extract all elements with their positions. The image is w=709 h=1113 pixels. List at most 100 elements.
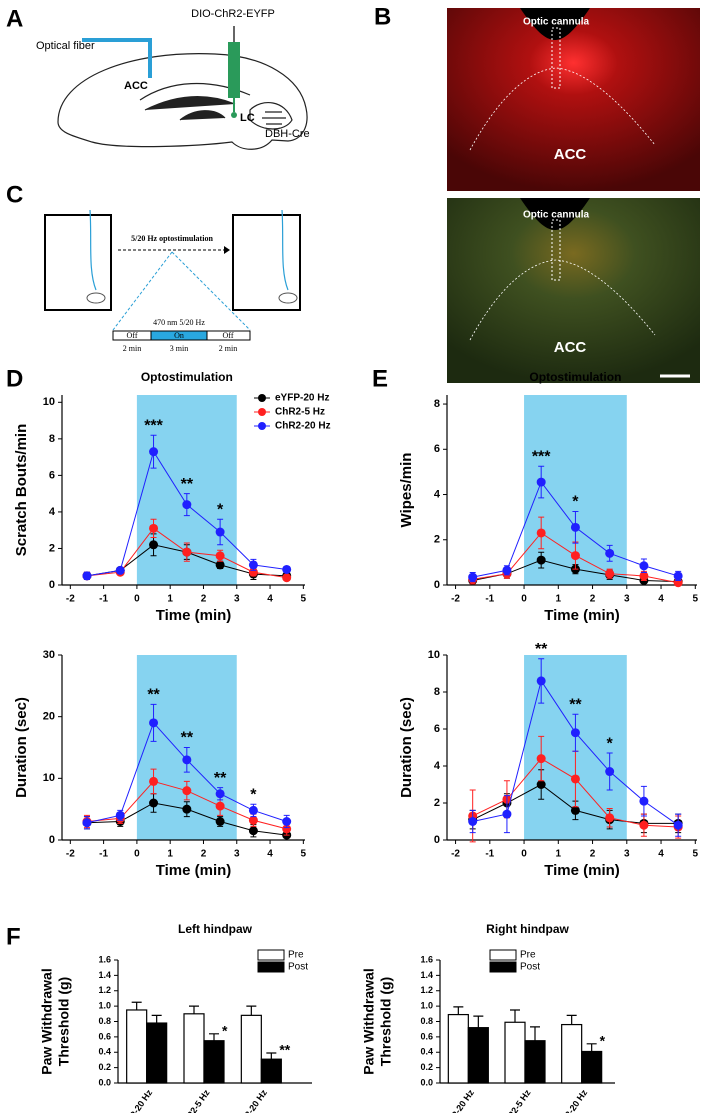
y-tick-label: 8 <box>434 686 440 698</box>
data-point <box>570 522 580 532</box>
x-tick-label: -1 <box>485 849 494 860</box>
chart-title: Optostimulation <box>141 370 233 384</box>
data-point <box>82 571 92 581</box>
mouse <box>278 292 298 304</box>
x-tick-label: 0 <box>521 849 527 860</box>
data-point <box>639 571 649 581</box>
x-tick-label: -2 <box>66 594 75 605</box>
error-bar <box>246 1005 257 1016</box>
y-tick-label: 1.4 <box>98 970 111 980</box>
bar <box>126 1009 148 1084</box>
data-point <box>182 786 192 796</box>
y-tick-label: 0.8 <box>98 1016 111 1026</box>
x-tick-label: 2 <box>201 594 207 605</box>
label: Optic cannula <box>523 17 590 28</box>
label: Optical fiber <box>36 40 95 52</box>
y-tick-label: 2 <box>434 534 440 546</box>
injection-site <box>231 112 237 118</box>
chamber <box>44 214 112 311</box>
y-tick-label: 10 <box>428 649 440 661</box>
significance: ** <box>214 770 227 787</box>
syringe <box>228 42 240 98</box>
data-point <box>215 801 225 811</box>
micrograph <box>447 198 700 383</box>
y-tick-label: 1.0 <box>420 1001 433 1011</box>
x-tick-label: -1 <box>99 849 108 860</box>
legend-label: ChR2-5 Hz <box>275 407 325 418</box>
x-tick-label: 0 <box>134 594 140 605</box>
bar <box>146 1022 168 1084</box>
legend-swatch <box>489 949 517 961</box>
label: Off <box>223 331 234 340</box>
x-tick-label: 5 <box>301 849 307 860</box>
label: On <box>174 331 184 340</box>
data-point <box>115 565 125 575</box>
x-tick-label: ChR2-20 Hz <box>552 1087 589 1113</box>
bar <box>467 1027 489 1084</box>
arrowhead <box>224 246 230 254</box>
panel-label: F <box>6 923 21 950</box>
x-tick-label: 0 <box>134 849 140 860</box>
error-bar <box>189 1005 199 1014</box>
bar <box>203 1040 225 1084</box>
zoom-line <box>112 251 173 331</box>
y-tick-label: 4 <box>49 506 56 518</box>
y-tick-label: 2 <box>434 797 440 809</box>
legend-label: Post <box>288 962 308 973</box>
data-point <box>215 560 225 570</box>
cannula-track <box>551 27 561 89</box>
y-tick-label: 1.0 <box>98 1001 111 1011</box>
data-point <box>570 728 580 738</box>
x-axis-label: Time (min) <box>156 607 232 624</box>
y-tick-label: 30 <box>43 649 55 661</box>
significance: *** <box>144 417 163 434</box>
label: Off <box>127 331 138 340</box>
y-tick-label: 0 <box>49 579 55 591</box>
fiber <box>89 209 97 291</box>
y-tick-label: 1.6 <box>420 954 433 964</box>
significance: * <box>250 786 257 803</box>
y-axis-label: Wipes/min <box>398 453 415 528</box>
x-tick-label: 1 <box>556 594 562 605</box>
significance: ** <box>569 696 582 713</box>
label: ACC <box>124 80 148 92</box>
data-point <box>468 817 478 826</box>
panel-label: B <box>374 3 391 30</box>
data-point <box>149 776 159 786</box>
significance: * <box>607 735 614 752</box>
legend-swatch <box>257 961 285 973</box>
y-tick-label: 0.2 <box>98 1062 111 1072</box>
data-point <box>215 551 225 561</box>
data-point <box>115 810 125 820</box>
y-tick-label: 1.4 <box>420 970 433 980</box>
x-tick-label: 3 <box>624 849 630 860</box>
data-point <box>536 754 546 764</box>
legend-swatch <box>257 949 285 961</box>
y-axis-label: Paw Withdrawal <box>39 968 55 1074</box>
x-tick-label: 5 <box>301 594 307 605</box>
data-point <box>149 718 159 728</box>
data-point <box>248 826 258 836</box>
x-tick-label: -2 <box>451 849 460 860</box>
panel-label: A <box>6 5 23 32</box>
label: 470 nm 5/20 Hz <box>153 318 205 327</box>
significance: ** <box>181 730 194 747</box>
x-tick-label: 5 <box>693 594 699 605</box>
y-tick-label: 1.6 <box>98 954 111 964</box>
data-point <box>468 572 478 582</box>
data-point <box>248 805 258 815</box>
y-tick-label: 0 <box>434 579 440 591</box>
data-point <box>149 540 159 550</box>
data-point <box>605 548 615 558</box>
error-bar <box>131 1001 142 1010</box>
data-point <box>248 560 258 570</box>
y-tick-label: 0.8 <box>420 1016 433 1026</box>
significance: * <box>600 1032 606 1048</box>
error-bar <box>530 1026 540 1041</box>
significance: * <box>572 494 579 511</box>
data-point <box>149 798 159 808</box>
data-point <box>639 820 649 830</box>
legend-label: eYFP-20 Hz <box>275 393 329 404</box>
y-tick-label: 4 <box>434 760 441 772</box>
label: DBH-Cre <box>265 128 310 140</box>
